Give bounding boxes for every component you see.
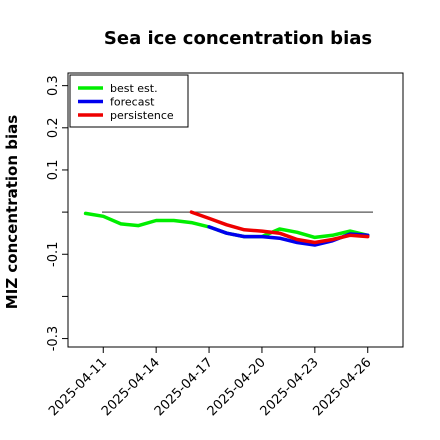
legend-label: best est. <box>110 82 158 95</box>
plot-frame <box>67 72 404 348</box>
y-tick-label: -0.3 <box>46 326 61 351</box>
y-tick-label: 0.1 <box>46 160 61 181</box>
legend-label: forecast <box>110 96 155 109</box>
legend-label: persistence <box>110 109 174 122</box>
y-tick-label: 0.2 <box>46 117 61 138</box>
y-tick-label: -0.1 <box>46 242 61 267</box>
y-tick-label: 0.3 <box>46 75 61 96</box>
chart-title: Sea ice concentration bias <box>104 28 372 49</box>
y-axis-label: MIZ concentration bias <box>3 115 21 309</box>
series-line-persistence <box>189 210 370 245</box>
